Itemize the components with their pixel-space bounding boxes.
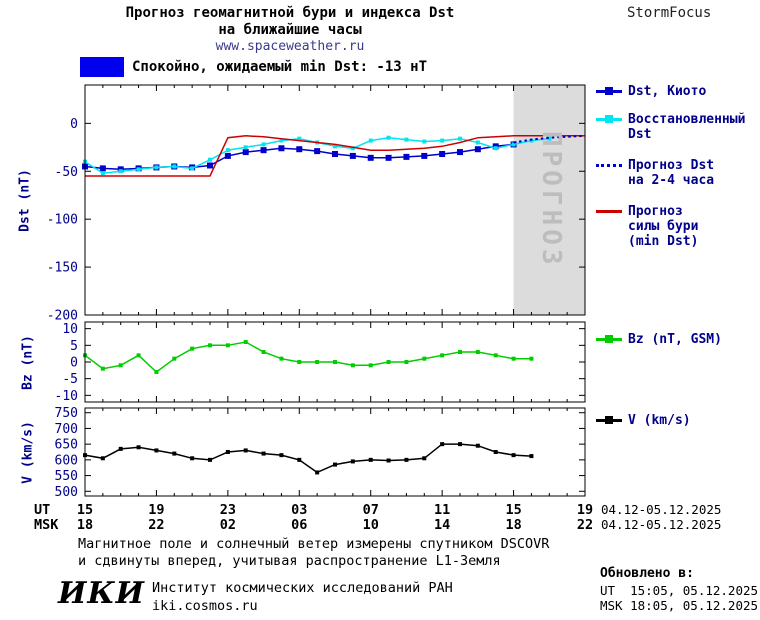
svg-text:MSK: MSK: [34, 517, 59, 533]
footnote-line1: Магнитное поле и солнечный ветер измерен…: [78, 536, 550, 552]
dst-axis-label: Dst (nT): [17, 169, 33, 232]
site-link[interactable]: www.spaceweather.ru: [215, 39, 365, 54]
svg-text:0: 0: [70, 117, 78, 132]
svg-text:10: 10: [62, 322, 78, 337]
svg-text:19: 19: [148, 502, 164, 518]
svg-text:18: 18: [505, 517, 521, 533]
page-title-line2: на ближайшие часы: [218, 22, 362, 38]
svg-text:15: 15: [77, 502, 93, 518]
svg-text:18: 18: [77, 517, 93, 533]
legend-label: на 2-4 часа: [628, 173, 715, 188]
legend-swatch-storm: [596, 205, 622, 218]
footnote-line2: и сдвинуты вперед, учитывая распростране…: [78, 553, 501, 569]
svg-text:22: 22: [577, 517, 593, 533]
legend-label: Bz (nT, GSM): [628, 332, 722, 347]
svg-text:02: 02: [220, 517, 236, 533]
svg-text:-150: -150: [47, 261, 78, 276]
svg-text:06: 06: [291, 517, 307, 533]
svg-text:07: 07: [363, 502, 379, 518]
legend-v: V (km/s): [596, 413, 691, 428]
updated-label: Обновлено в:: [600, 566, 694, 581]
organization-name: Институт космических исследований РАН: [152, 580, 453, 596]
legend-label: (min Dst): [628, 234, 699, 249]
legend-storm-forecast: Прогноз силы бури (min Dst): [596, 204, 698, 249]
legend-swatch-bz: [596, 333, 622, 346]
v-axis-label: V (km/s): [20, 421, 36, 484]
forecast-watermark: ПРОГНОЗ: [536, 131, 566, 269]
iki-logo: ИКИ: [58, 576, 145, 611]
svg-text:750: 750: [55, 406, 78, 421]
svg-text:04.12-05.12.2025: 04.12-05.12.2025: [601, 502, 721, 517]
page-title: Прогноз геомагнитной бури и индекса Dst: [125, 5, 455, 21]
legend-dst-forecast: Прогноз Dst на 2-4 часа: [596, 158, 714, 188]
legend-label: Dst: [628, 127, 652, 142]
legend-label: Dst, Киото: [628, 84, 707, 99]
organization-site-link[interactable]: iki.cosmos.ru: [152, 598, 258, 614]
svg-text:03: 03: [291, 502, 307, 518]
svg-text:-50: -50: [55, 165, 78, 180]
legend-bz: Bz (nT, GSM): [596, 332, 722, 347]
svg-text:-5: -5: [62, 372, 78, 387]
svg-text:650: 650: [55, 438, 78, 453]
legend-dst-restored: Восстановленный Dst: [596, 112, 745, 142]
legend-dst-kyoto: Dst, Киото: [596, 84, 706, 99]
svg-text:0: 0: [70, 356, 78, 371]
svg-text:600: 600: [55, 453, 78, 468]
legend-swatch-kyoto: [596, 85, 622, 98]
updated-msk-time: MSK 18:05, 05.12.2025: [600, 598, 759, 613]
svg-text:04.12-05.12.2025: 04.12-05.12.2025: [601, 517, 721, 532]
svg-text:-100: -100: [47, 213, 78, 228]
svg-text:-10: -10: [55, 389, 78, 404]
svg-text:500: 500: [55, 485, 78, 500]
status-badge-swatch: [80, 57, 124, 77]
svg-text:700: 700: [55, 422, 78, 437]
updated-ut-time: UT 15:05, 05.12.2025: [600, 583, 759, 598]
legend-swatch-v: [596, 414, 622, 427]
status-badge-text: Спокойно, ожидаемый min Dst: -13 нТ: [132, 59, 428, 75]
legend-label: Прогноз: [628, 204, 683, 219]
legend-label: Прогноз Dst: [628, 158, 715, 173]
legend-label: силы бури: [628, 219, 699, 234]
legend-swatch-forecast: [596, 159, 622, 172]
legend-swatch-restored: [596, 113, 622, 126]
svg-text:UT: UT: [34, 502, 50, 518]
svg-text:-200: -200: [47, 309, 78, 324]
svg-text:10: 10: [363, 517, 379, 533]
legend-label: Восстановленный: [628, 112, 746, 127]
svg-text:23: 23: [220, 502, 236, 518]
svg-text:14: 14: [434, 517, 450, 533]
svg-text:11: 11: [434, 502, 450, 518]
svg-text:5: 5: [70, 339, 78, 354]
svg-text:15: 15: [505, 502, 521, 518]
bz-axis-label: Bz (nT): [20, 335, 36, 390]
legend-label: V (km/s): [628, 413, 691, 428]
svg-text:19: 19: [577, 502, 593, 518]
svg-text:550: 550: [55, 469, 78, 484]
svg-text:22: 22: [148, 517, 164, 533]
brand-label: StormFocus: [627, 5, 712, 21]
